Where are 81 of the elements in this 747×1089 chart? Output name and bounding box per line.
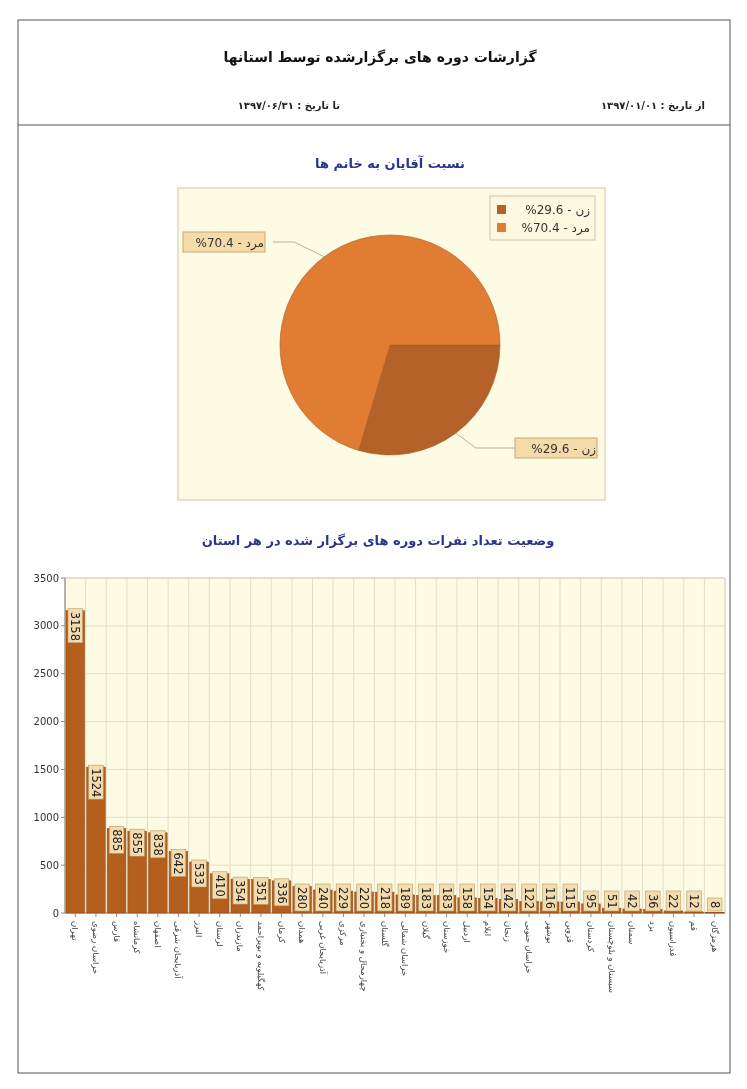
x-tick-label: سمنان [627,921,638,945]
data-label: 95 [583,894,598,909]
x-tick-label: همدان [297,921,308,944]
x-tick-label: کرمانشاه [132,921,143,955]
data-label: 51 [604,894,619,909]
data-label: 280 [295,887,310,909]
data-label: 838 [150,833,165,856]
data-label: 220 [357,887,372,909]
x-tick-label: تهران [70,921,81,942]
x-tick-label: بوشهر [544,920,555,944]
x-tick-label: سیستان و بلوچستان [606,921,617,993]
data-label: 116 [542,887,557,909]
text: از تاریخ : ۱۳۹۷/۰۱/۰۱ [601,100,705,112]
x-tick-label: چهارمحال و بختیاری [359,921,370,992]
data-label: 158 [460,887,475,909]
pie-label: مرد - 70.4% [521,221,590,235]
x-tick-label: لرستان [214,921,225,947]
x-tick-label: گلستان [379,921,390,948]
data-label: 142 [501,887,516,909]
y-tick-label: 500 [39,859,59,871]
y-tick-label: 2500 [33,668,59,680]
data-label: 22 [666,894,681,909]
x-tick-label: قم [688,921,700,931]
data-label: 229 [336,887,351,909]
data-label: 183 [439,887,454,909]
x-tick-label: آذربایجان شرقی [173,921,185,980]
y-tick-label: 3000 [33,620,59,632]
x-tick-label: گیلان [420,921,431,940]
data-label: 115 [563,887,578,909]
data-label: 410 [212,874,227,897]
data-label: 189 [398,887,413,909]
x-tick-label: مرکزی [338,921,349,946]
data-label: 240 [315,887,330,909]
x-tick-label: آذربایجان غربی [317,921,329,975]
data-label: 122 [522,887,537,909]
pie-label: مرد - 70.4% [195,236,264,250]
x-tick-label: خراسان جنوبی [524,921,535,974]
y-tick-label: 3500 [33,572,59,584]
x-tick-label: اردبیل [462,921,473,943]
data-label: 36 [645,894,660,909]
x-tick-label: کرمان [276,921,287,945]
x-tick-label: کردستان [585,921,596,953]
x-tick-label: خراسان شمالی [400,921,411,977]
x-tick-label: زنجان [503,921,514,942]
data-label: 42 [625,894,640,909]
y-tick-label: 0 [52,907,59,919]
data-label: 533 [192,862,207,885]
data-label: 3158 [68,611,83,642]
text: تا تاریخ : ۱۳۹۷/۰۶/۳۱ [237,100,341,112]
data-label: 336 [274,881,289,904]
data-label: 183 [418,887,433,909]
data-label: 354 [233,880,248,903]
x-tick-label: خوزستان [441,921,452,954]
x-tick-label: یزد [647,921,658,933]
data-label: 351 [253,880,268,903]
pie-label: زن - 29.6% [525,203,590,217]
x-tick-label: فارس [111,921,122,943]
pie-label: زن - 29.6% [531,442,596,456]
y-tick-label: 1000 [33,811,59,823]
chart-title: نسبت آقایان به خانم ها [315,155,465,171]
data-label: 855 [130,832,145,855]
data-label: 8 [707,901,722,909]
data-label: 885 [109,829,124,852]
x-tick-label: خراسان رضوی [90,921,101,975]
x-tick-label: البرز [194,920,205,938]
data-label: 642 [171,852,186,875]
x-tick-label: هرمزگان [709,921,720,953]
chart-title: وضعیت تعداد نفرات دوره های برگزار شده در هر استان [201,533,555,548]
data-label: 154 [480,887,495,909]
x-tick-label: قزوین [565,921,576,943]
y-tick-label: 1500 [33,763,59,775]
x-tick-label: کهگیلویه و بویراحمد [255,921,266,992]
x-tick-label: ایلام [482,921,493,937]
x-tick-label: فدراسیون [668,921,679,957]
x-tick-label: مازندران [235,921,246,952]
x-tick-label: اصفهان [152,921,163,948]
data-label: 12 [687,894,702,909]
data-label: 1524 [88,768,103,798]
y-tick-label: 2000 [33,716,59,728]
data-label: 218 [377,887,392,909]
text: گزارشات دوره های برگزارشده توسط استانها [223,49,538,66]
